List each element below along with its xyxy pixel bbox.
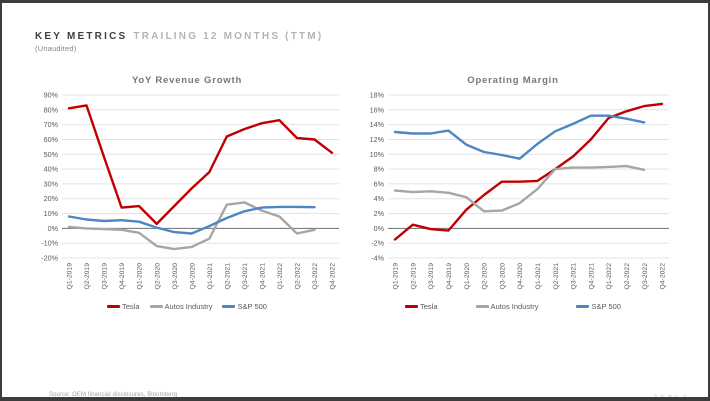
legend-label: Tesla [420,302,438,311]
x-axis-label: Q3-2019 [428,263,435,290]
legend-swatch-s-p-500 [576,305,590,308]
y-axis-label: 2% [374,209,385,218]
chart-yoy-revenue-growth: YoY Revenue Growth 90% 80% 70% 60% 50% 40% 30%… [30,75,344,311]
y-axis-label: 14% [370,120,385,129]
y-axis-label: 12% [370,135,385,144]
y-axis-label: 8% [374,165,385,174]
series-line-tesla [67,104,334,226]
y-axis-label: 0% [374,224,385,233]
y-axis-label: 18% [370,91,385,100]
x-axis-label: Q2-2022 [624,263,631,290]
legend-item-s-p-500: S&P 500 [576,302,621,311]
legend-item-autos-industry: Autos Industry [149,302,213,311]
y-axis-label: 80% [44,105,59,114]
legend-label: Tesla [122,302,140,311]
y-axis-label: 10% [370,150,385,159]
header: KEY METRICS TRAILING 12 MONTHS (TTM) (Una… [35,31,323,53]
chart-canvas-operating-margin: 18% 16% 14% 12% 10% 8% 6% 4% 2% 0% -2% -4% Q1-2019 Q2… [370,91,669,290]
legend-label: Autos Industry [164,302,213,311]
x-axis-label: Q4-2020 [517,263,524,290]
x-axis-label: Q1-2020 [464,263,471,290]
y-axis-label: 0% [48,224,59,233]
x-axis-label: Q3-2020 [499,263,506,290]
legend-item-s-p-500: S&P 500 [222,302,267,311]
y-axis-label: -20% [41,254,58,263]
x-axis-label: Q1-2019 [393,263,400,290]
y-axis-label: 40% [44,165,59,174]
legend-swatch-autos-industry [475,305,489,308]
series-line-autos-industry [393,164,646,213]
y-axis-label: 16% [370,105,385,114]
source-notes: Source: OEM financial disclosures, Bloom… [49,391,609,397]
y-axis-label: 70% [44,120,59,129]
x-axis-label: Q3-2022 [642,263,649,290]
legend: Tesla Autos Industry S&P 500 [354,302,672,311]
x-axis-label: Q4-2022 [660,263,667,290]
x-axis-label: Q3-2021 [242,263,249,290]
x-axis-label: Q4-2022 [330,263,337,290]
series-line-autos-industry [67,201,316,251]
x-axis-label: Q4-2019 [446,263,453,290]
y-axis-label: 50% [44,150,59,159]
legend-swatch-s-p-500 [222,305,236,308]
x-axis-label: Q1-2022 [606,263,613,290]
x-axis-label: Q2-2019 [84,263,91,290]
tesla-wordmark: TESLA [654,394,690,397]
x-axis-label: Q3-2022 [312,263,319,290]
x-axis-label: Q4-2019 [119,263,126,290]
series-line-s-p-500 [393,114,646,160]
series-line-tesla [393,102,664,241]
x-axis-label: Q2-2021 [224,263,231,290]
x-axis-label: Q2-2019 [410,263,417,290]
x-axis-label: Q3-2019 [102,263,109,290]
x-axis-label: Q4-2020 [189,263,196,290]
x-axis-label: Q3-2021 [571,263,578,290]
x-axis-label: Q1-2019 [67,263,74,290]
y-axis-label: 4% [374,194,385,203]
page-title: KEY METRICS TRAILING 12 MONTHS (TTM) [35,31,323,42]
x-axis-label: Q3-2020 [172,263,179,290]
x-axis-label: Q2-2020 [482,263,489,290]
x-axis-label: Q1-2022 [277,263,284,290]
legend: Tesla Autos Industry S&P 500 [30,302,344,311]
y-axis-label: -10% [41,239,58,248]
legend-swatch-tesla [107,305,121,308]
y-axis-label: 30% [44,179,59,188]
y-axis-label: 90% [44,91,59,100]
legend-item-autos-industry: Autos Industry [475,302,539,311]
chart-title: YoY Revenue Growth [131,75,243,86]
x-axis-label: Q2-2020 [154,263,161,290]
x-axis-label: Q1-2021 [535,263,542,290]
legend-item-tesla: Tesla [405,302,438,311]
legend-item-tesla: Tesla [107,302,140,311]
chart-operating-margin: Operating Margin 18% 16% 14% 12% 10% 8% 6% 4% 2%… [354,75,672,311]
x-axis-label: Q1-2021 [207,263,214,290]
x-axis-label: Q4-2021 [260,263,267,290]
page-title-bold: KEY METRICS [35,31,128,42]
x-axis-label: Q4-2021 [588,263,595,290]
slide: KEY METRICS TRAILING 12 MONTHS (TTM) (Una… [2,3,708,397]
y-axis-label: 6% [374,179,385,188]
page-title-rest: TRAILING 12 MONTHS (TTM) [133,31,324,42]
source-line: Source: OEM financial disclosures, Bloom… [49,392,178,397]
x-axis-label: Q2-2022 [295,263,302,290]
chart-title: Operating Margin [467,75,559,86]
legend-label: S&P 500 [237,302,267,311]
y-axis-label: 60% [44,135,59,144]
y-axis-label: -2% [371,239,384,248]
x-axis-label: Q2-2021 [553,263,560,290]
series-line-s-p-500 [67,205,316,235]
y-axis-label: 20% [44,194,59,203]
legend-label: S&P 500 [591,302,621,311]
legend-label: Autos Industry [490,302,539,311]
y-axis-label: -4% [371,254,384,263]
y-axis-label: 10% [44,209,59,218]
legend-swatch-autos-industry [149,305,163,308]
x-axis-label: Q1-2020 [137,263,144,290]
legend-swatch-tesla [405,305,419,308]
chart-canvas-yoy-revenue-growth: 90% 80% 70% 60% 50% 40% 30% 20% 10% 0% -10% -20% Q1-… [41,91,339,290]
unaudited-note: (Unaudited) [35,44,77,53]
